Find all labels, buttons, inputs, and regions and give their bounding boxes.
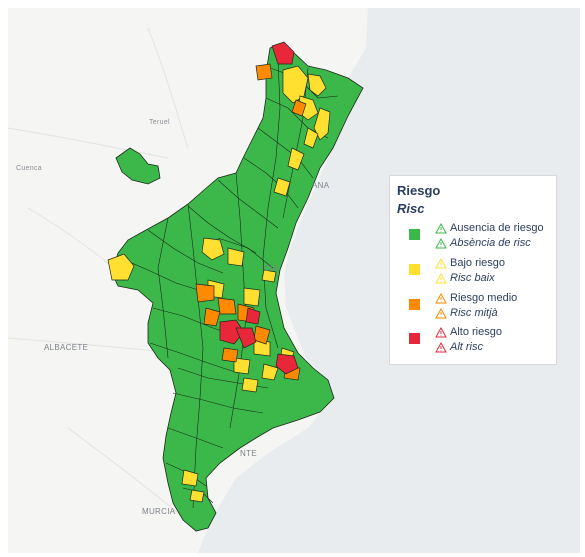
- region-bajo[interactable]: [107, 65, 331, 503]
- label-murcia: MURCIA: [142, 507, 176, 516]
- legend: Riesgo Risc Ausencia de riesgo Absència …: [389, 175, 557, 365]
- legend-item-ausencia[interactable]: Ausencia de riesgo Absència de risc: [390, 221, 558, 253]
- legend-title: Riesgo: [397, 183, 441, 198]
- label-teruel: Teruel: [149, 119, 170, 126]
- legend-label: Riesgo medio: [450, 292, 518, 304]
- warning-icon: [435, 223, 447, 234]
- warning-icon: [435, 342, 447, 353]
- map-canvas[interactable]: Teruel Cuenca ALBACETE MURCIA ANA CIA NT…: [8, 8, 580, 553]
- legend-label: Bajo riesgo: [450, 257, 506, 269]
- warning-icon: [435, 327, 447, 338]
- legend-swatch: [409, 229, 420, 240]
- legend-label: Alto riesgo: [450, 326, 502, 338]
- legend-label-secondary: Risc baix: [450, 272, 495, 284]
- legend-swatch: [409, 264, 420, 275]
- legend-item-alto[interactable]: Alto riesgo Alt risc: [390, 325, 558, 357]
- label-alicante-partial: NTE: [240, 449, 257, 458]
- legend-label-secondary: Risc mitjà: [450, 307, 498, 319]
- legend-label-secondary: Alt risc: [450, 341, 483, 353]
- warning-icon: [435, 238, 447, 249]
- legend-item-bajo[interactable]: Bajo riesgo Risc baix: [390, 256, 558, 288]
- legend-swatch: [409, 333, 420, 344]
- legend-title-secondary: Risc: [397, 201, 425, 216]
- legend-item-medio[interactable]: Riesgo medio Risc mitjà: [390, 291, 558, 323]
- warning-icon: [435, 293, 447, 304]
- label-castellon-partial: ANA: [312, 181, 330, 190]
- legend-label-secondary: Absència de risc: [450, 237, 531, 249]
- warning-icon: [435, 273, 447, 284]
- region-alto[interactable]: [219, 41, 299, 375]
- label-valencia-partial: CIA: [264, 264, 279, 273]
- region-ausencia[interactable]: [111, 43, 364, 532]
- region-ausencia-enclave[interactable]: [115, 147, 161, 185]
- label-cuenca: Cuenca: [16, 165, 42, 172]
- legend-label: Ausencia de riesgo: [450, 222, 544, 234]
- warning-icon: [435, 308, 447, 319]
- legend-swatch: [409, 299, 420, 310]
- label-albacete: ALBACETE: [44, 343, 88, 352]
- warning-icon: [435, 258, 447, 269]
